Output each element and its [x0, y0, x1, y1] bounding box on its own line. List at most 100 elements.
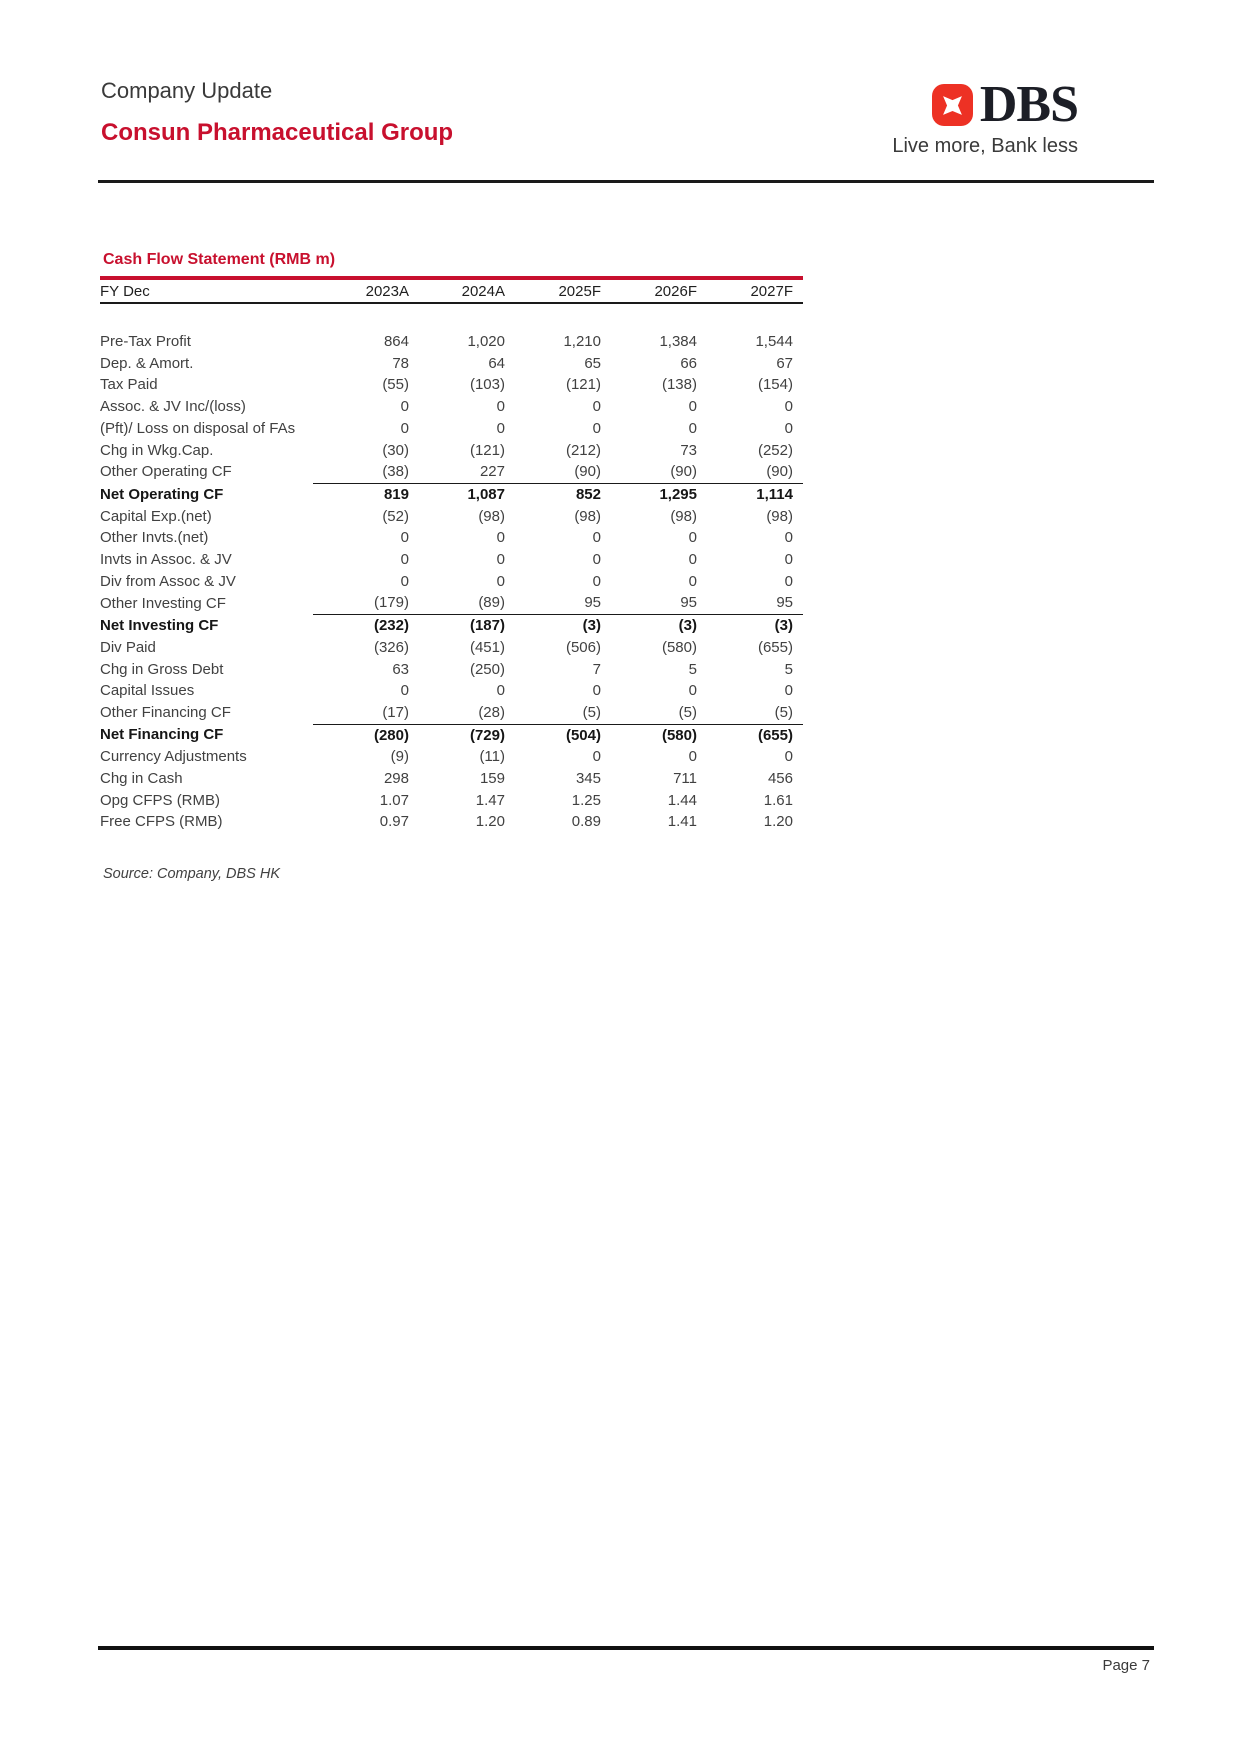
row-pad — [793, 811, 803, 833]
column-header-fy: FY Dec — [100, 281, 313, 304]
row-label: Currency Adjustments — [100, 748, 247, 766]
dbs-wordmark: DBS — [979, 76, 1079, 133]
cell-value: 0 — [688, 682, 697, 700]
cell-value: 0 — [400, 572, 409, 590]
cell-value: 0 — [688, 551, 697, 569]
cell-value: 0 — [688, 748, 697, 766]
row-pad — [793, 396, 803, 418]
cell-value: 1.61 — [763, 791, 793, 809]
cell-value: 0 — [400, 529, 409, 547]
cell-value: (506) — [565, 638, 601, 656]
table-row: Net Financing CF (280) (729) (504) (580) (655… — [100, 723, 803, 747]
cell-value: 0 — [688, 398, 697, 416]
cell-value: 0 — [688, 419, 697, 437]
company-name: Consun Pharmaceutical Group — [101, 119, 454, 146]
table-row: Div from Assoc & JV 0 0 0 0 0 — [100, 571, 803, 593]
table-row: Chg in Cash 298 159 345 711 456 — [100, 768, 803, 790]
dbs-logo: DBS Live more, Bank less — [892, 76, 1079, 158]
table-row: Other Invts.(net) 0 0 0 0 0 — [100, 527, 803, 549]
column-header-year: 2025F — [505, 281, 601, 304]
cell-value: 0 — [592, 682, 601, 700]
cell-value: 159 — [479, 770, 505, 788]
table-row: Other Operating CF (38) 227 (90) (90) (90) — [100, 461, 803, 483]
table-row: Tax Paid (55) (103) (121) (138) (154) — [100, 374, 803, 396]
row-pad — [793, 418, 803, 440]
cell-value: (5) — [774, 703, 793, 721]
cell-value: (28) — [478, 703, 505, 721]
cell-value: 0 — [400, 682, 409, 700]
table-row: Chg in Gross Debt 63 (250) 7 5 5 — [100, 659, 803, 681]
table-title: Cash Flow Statement (RMB m) — [103, 251, 336, 268]
cell-value: 711 — [673, 770, 697, 788]
cell-value: 0 — [400, 419, 409, 437]
row-pad — [793, 549, 803, 571]
cell-value: 95 — [584, 594, 601, 612]
cell-value: (90) — [670, 463, 697, 481]
cell-value: 0 — [592, 398, 601, 416]
cell-value: 1,384 — [659, 333, 697, 350]
dbs-logo-row: DBS — [931, 76, 1079, 133]
cell-value: 1.07 — [379, 791, 409, 809]
cell-value: (138) — [661, 376, 697, 394]
row-pad — [793, 746, 803, 768]
cell-value: (9) — [390, 748, 409, 766]
column-header-year: 2026F — [601, 281, 697, 304]
table-title-rule — [100, 276, 803, 280]
cell-value: (38) — [382, 463, 409, 481]
cell-value: (252) — [757, 441, 793, 459]
row-label: Dep. & Amort. — [100, 354, 194, 372]
cell-value: (187) — [409, 614, 505, 637]
cell-value: 0 — [784, 419, 793, 437]
row-label: Other Investing CF — [100, 594, 226, 612]
cell-value: 1,087 — [409, 482, 505, 506]
row-pad — [793, 790, 803, 812]
row-pad — [793, 331, 803, 353]
cell-value: (729) — [409, 723, 505, 747]
table-row: Pre-Tax Profit 864 1,020 1,210 1,384 1,544 — [100, 331, 803, 353]
row-pad — [793, 571, 803, 593]
cell-value: 1.47 — [475, 791, 505, 809]
row-pad — [793, 637, 803, 659]
cell-value: (103) — [469, 376, 505, 394]
cell-value: (5) — [678, 703, 697, 721]
cell-value: (55) — [382, 376, 409, 394]
row-label: Assoc. & JV Inc/(loss) — [100, 398, 246, 416]
column-header-year: 2023A — [313, 281, 409, 304]
cell-value: 0 — [592, 419, 601, 437]
cell-value: (3) — [601, 614, 697, 637]
cell-value: 456 — [767, 770, 793, 788]
cell-value: 0 — [592, 551, 601, 569]
table-row: Dep. & Amort. 78 64 65 66 67 — [100, 353, 803, 375]
cell-value: 227 — [479, 463, 505, 481]
row-label: Chg in Wkg.Cap. — [100, 441, 214, 459]
cash-flow-table: FY Dec 2023A 2024A 2025F 2026F 2027F Pre-Tax … — [100, 281, 803, 833]
cell-value: (179) — [373, 594, 409, 612]
cell-value: (326) — [373, 638, 409, 656]
cell-value: (504) — [505, 723, 601, 747]
cell-value: 0 — [784, 572, 793, 590]
cell-value: 0 — [784, 529, 793, 547]
cell-value: 345 — [575, 770, 601, 788]
cell-value: (5) — [582, 703, 601, 721]
table-row: Currency Adjustments (9) (11) 0 0 0 — [100, 746, 803, 768]
cell-value: 66 — [680, 354, 697, 372]
row-pad — [793, 482, 803, 506]
cell-value: (280) — [313, 723, 409, 747]
cell-value: 1.44 — [667, 791, 697, 809]
cell-value: (98) — [478, 507, 505, 525]
cell-value: 0 — [496, 529, 505, 547]
cell-value: (17) — [382, 703, 409, 721]
row-label: Other Financing CF — [100, 704, 231, 722]
table-row: Assoc. & JV Inc/(loss) 0 0 0 0 0 — [100, 396, 803, 418]
cell-value: 0 — [592, 529, 601, 547]
row-pad — [793, 592, 803, 614]
cell-value: 0.97 — [379, 813, 409, 831]
column-header-year: 2027F — [697, 281, 793, 304]
cell-value: 1.20 — [475, 813, 505, 831]
table-row: (Pft)/ Loss on disposal of FAs 0 0 0 0 0 — [100, 418, 803, 440]
cell-value: 0 — [784, 398, 793, 416]
cell-value: 1,544 — [755, 333, 793, 350]
row-pad — [793, 723, 803, 747]
cell-value: (154) — [757, 376, 793, 394]
